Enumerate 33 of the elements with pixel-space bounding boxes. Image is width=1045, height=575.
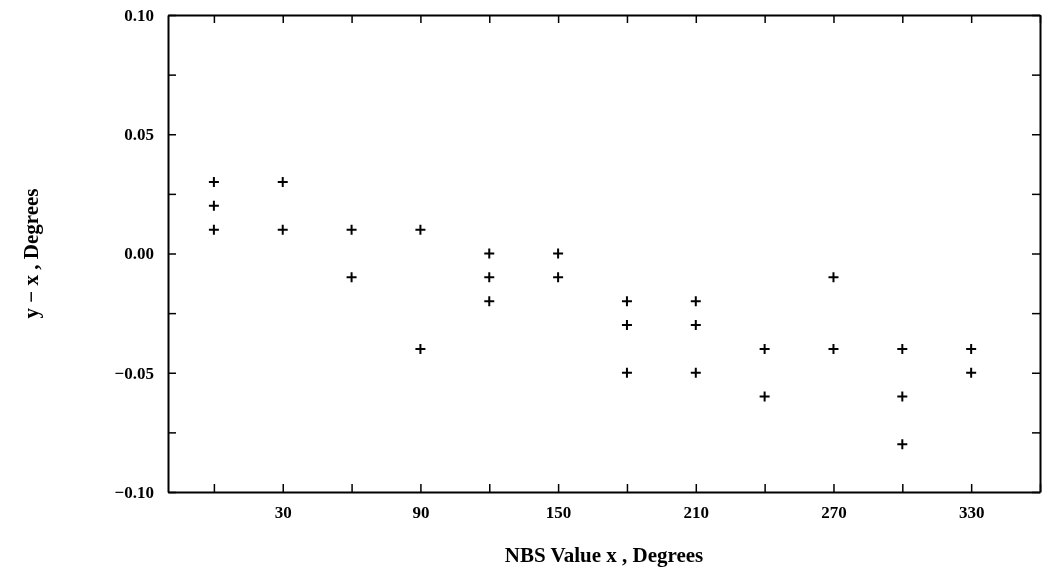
- point: [896, 438, 909, 451]
- x-tick-label: 150: [545, 503, 572, 523]
- point: [827, 271, 840, 284]
- point: [207, 223, 220, 236]
- point: [620, 295, 633, 308]
- point: [552, 247, 565, 260]
- x-tick-label: 90: [412, 503, 430, 523]
- y-tick-label: −0.10: [114, 482, 154, 502]
- point: [207, 199, 220, 212]
- x-tick-label: 330: [958, 503, 985, 523]
- point: [689, 366, 702, 379]
- x-axis-title: NBS Value x , Degrees: [504, 543, 704, 567]
- point: [483, 271, 496, 284]
- point: [552, 271, 565, 284]
- point: [414, 223, 427, 236]
- point: [345, 223, 358, 236]
- x-tick-label: 30: [274, 503, 292, 523]
- y-tick-label: 0.05: [124, 125, 154, 145]
- point: [483, 295, 496, 308]
- point: [689, 295, 702, 308]
- point: [276, 223, 289, 236]
- y-tick-label: 0.10: [124, 5, 154, 25]
- point: [896, 390, 909, 403]
- point: [965, 366, 978, 379]
- y-tick-label: −0.05: [114, 363, 154, 383]
- y-axis-title: y − x , Degrees: [19, 188, 43, 319]
- point: [345, 271, 358, 284]
- point: [758, 390, 771, 403]
- x-tick-label: 270: [821, 503, 847, 523]
- x-tick-label: 210: [683, 503, 710, 523]
- y-tick-label: 0.00: [124, 244, 154, 264]
- point: [483, 247, 496, 260]
- point: [620, 366, 633, 379]
